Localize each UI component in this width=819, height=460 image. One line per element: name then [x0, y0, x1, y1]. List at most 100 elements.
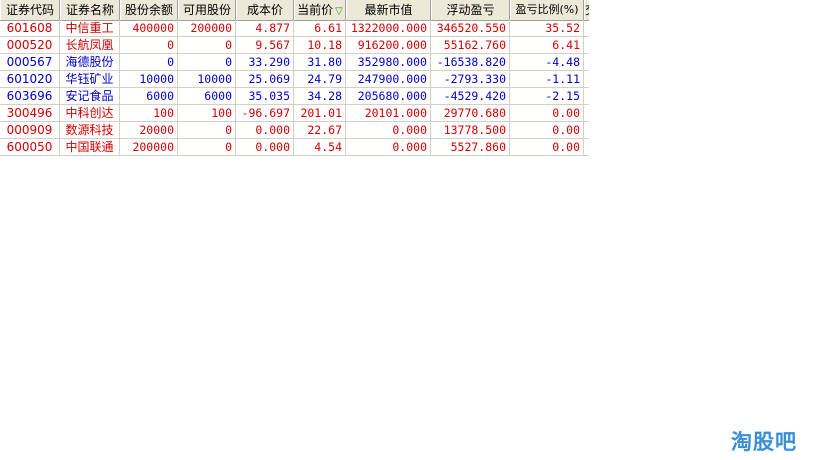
sort-desc-triangle-icon: ▽: [335, 6, 343, 17]
cell-extra: [584, 122, 589, 139]
cell-balance: 200000: [120, 139, 178, 156]
cell-pl: -16538.820: [431, 54, 510, 71]
cell-balance: 6000: [120, 88, 178, 105]
cell-code: 000909: [0, 122, 60, 139]
cell-extra: [584, 105, 589, 122]
cell-extra: [584, 88, 589, 105]
cell-cost: 9.567: [236, 37, 294, 54]
cell-name: 数源科技: [60, 122, 120, 139]
column-header-extra[interactable]: 交: [584, 0, 589, 20]
cell-cost: 33.290: [236, 54, 294, 71]
cell-price: 34.28: [294, 88, 346, 105]
cell-extra: [584, 20, 589, 37]
column-header-price[interactable]: 当前价 ▽: [294, 0, 346, 20]
cell-balance: 0: [120, 37, 178, 54]
cell-pl-pct: -1.11: [510, 71, 584, 88]
cell-market-value: 916200.000: [346, 37, 431, 54]
cell-pl-pct: 0.00: [510, 105, 584, 122]
cell-balance: 100: [120, 105, 178, 122]
cell-market-value: 0.000: [346, 122, 431, 139]
cell-extra: [584, 37, 589, 54]
cell-extra: [584, 71, 589, 88]
cell-balance: 20000: [120, 122, 178, 139]
cell-price: 31.80: [294, 54, 346, 71]
column-header-available[interactable]: 可用股份: [178, 0, 236, 20]
cell-available: 0: [178, 139, 236, 156]
cell-pl-pct: 0.00: [510, 122, 584, 139]
cell-market-value: 0.000: [346, 139, 431, 156]
cell-code: 000520: [0, 37, 60, 54]
cell-pl: 55162.760: [431, 37, 510, 54]
cell-price: 6.61: [294, 20, 346, 37]
cell-available: 100: [178, 105, 236, 122]
cell-pl: 13778.500: [431, 122, 510, 139]
cell-market-value: 352980.000: [346, 54, 431, 71]
cell-pl-pct: -4.48: [510, 54, 584, 71]
cell-balance: 400000: [120, 20, 178, 37]
cell-name: 中国联通: [60, 139, 120, 156]
cell-price: 4.54: [294, 139, 346, 156]
cell-pl-pct: -2.15: [510, 88, 584, 105]
table-row[interactable]: 000520 长航凤凰 0 0 9.567 10.18 916200.000 55162.76…: [0, 37, 589, 54]
holdings-table: 证券代码 证券名称 股份余额 可用股份 成本价 当前价 ▽ 最新市值 浮动盈亏 盈…: [0, 0, 589, 156]
cell-market-value: 1322000.000: [346, 20, 431, 37]
cell-cost: -96.697: [236, 105, 294, 122]
cell-cost: 4.877: [236, 20, 294, 37]
cell-price: 24.79: [294, 71, 346, 88]
cell-name: 中信重工: [60, 20, 120, 37]
cell-balance: 10000: [120, 71, 178, 88]
cell-extra: [584, 139, 589, 156]
cell-pl: 5527.860: [431, 139, 510, 156]
cell-code: 600050: [0, 139, 60, 156]
cell-available: 0: [178, 54, 236, 71]
cell-code: 000567: [0, 54, 60, 71]
cell-cost: 0.000: [236, 122, 294, 139]
table-row[interactable]: 000909 数源科技 20000 0 0.000 22.67 0.000 13778.500…: [0, 122, 589, 139]
cell-pl-pct: 6.41: [510, 37, 584, 54]
column-header-name[interactable]: 证券名称: [60, 0, 120, 20]
cell-available: 0: [178, 37, 236, 54]
table-row[interactable]: 603696 安记食品 6000 6000 35.035 34.28 205680.000-…: [0, 88, 589, 105]
table-row[interactable]: 300496 中科创达 100 100 -96.697 201.01 20101.000 29…: [0, 105, 589, 122]
cell-available: 6000: [178, 88, 236, 105]
cell-balance: 0: [120, 54, 178, 71]
cell-cost: 0.000: [236, 139, 294, 156]
cell-pl: 346520.550: [431, 20, 510, 37]
cell-price: 201.01: [294, 105, 346, 122]
column-header-cost[interactable]: 成本价: [236, 0, 294, 20]
table-row[interactable]: 601020 华钰矿业 10000 10000 25.069 24.79 247900.00…: [0, 71, 589, 88]
cell-pl-pct: 35.52: [510, 20, 584, 37]
cell-name: 华钰矿业: [60, 71, 120, 88]
cell-code: 601020: [0, 71, 60, 88]
cell-price: 22.67: [294, 122, 346, 139]
cell-name: 安记食品: [60, 88, 120, 105]
cell-code: 601608: [0, 20, 60, 37]
column-header-pl-ratio[interactable]: 盈亏比例(%): [510, 0, 584, 20]
cell-code: 603696: [0, 88, 60, 105]
cell-market-value: 20101.000: [346, 105, 431, 122]
cell-market-value: 247900.000: [346, 71, 431, 88]
cell-market-value: 205680.000: [346, 88, 431, 105]
cell-cost: 25.069: [236, 71, 294, 88]
cell-available: 10000: [178, 71, 236, 88]
table-row[interactable]: 600050 中国联通 200000 0 0.000 4.54 0.000 5527.860 0…: [0, 139, 589, 156]
column-header-floating-pl[interactable]: 浮动盈亏: [431, 0, 510, 20]
cell-name: 海德股份: [60, 54, 120, 71]
table-row[interactable]: 000567 海德股份 0 0 33.290 31.80 352980.000 -16538.…: [0, 54, 589, 71]
cell-pl: -4529.420: [431, 88, 510, 105]
watermark-logo: 淘股吧: [731, 430, 797, 454]
cell-price: 10.18: [294, 37, 346, 54]
table-row[interactable]: 601608 中信重工 400000 200000 4.877 6.61 1322000.0…: [0, 20, 589, 37]
column-header-balance[interactable]: 股份余额: [120, 0, 178, 20]
column-header-market-value[interactable]: 最新市值: [346, 0, 431, 20]
table-header: 证券代码 证券名称 股份余额 可用股份 成本价 当前价 ▽ 最新市值 浮动盈亏 盈…: [0, 0, 589, 21]
cell-name: 中科创达: [60, 105, 120, 122]
column-header-code[interactable]: 证券代码: [0, 0, 60, 20]
cell-code: 300496: [0, 105, 60, 122]
cell-available: 200000: [178, 20, 236, 37]
cell-extra: [584, 54, 589, 71]
cell-cost: 35.035: [236, 88, 294, 105]
cell-pl-pct: 0.00: [510, 139, 584, 156]
cell-pl: -2793.330: [431, 71, 510, 88]
cell-pl: 29770.680: [431, 105, 510, 122]
